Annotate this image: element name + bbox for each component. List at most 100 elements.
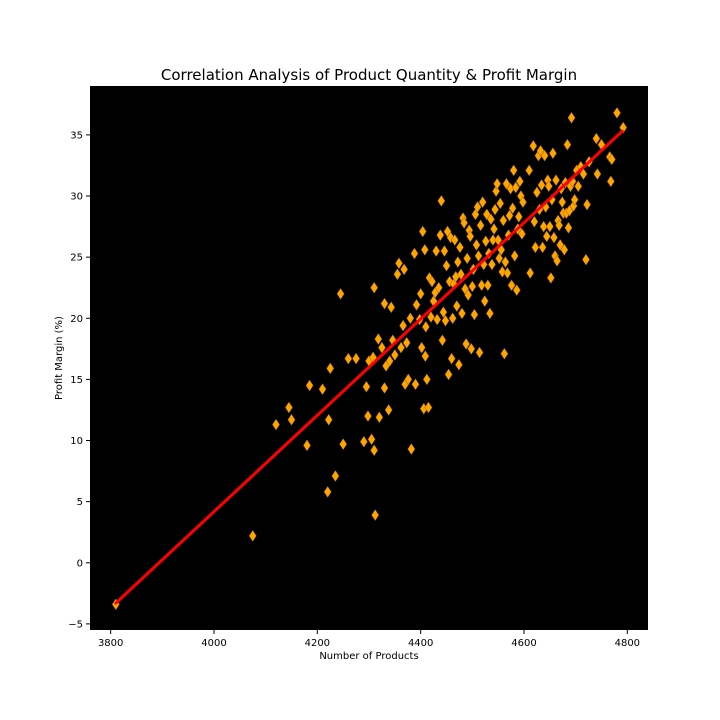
data-point — [519, 196, 527, 209]
data-point — [569, 199, 578, 212]
data-point — [452, 300, 461, 313]
data-point — [491, 203, 499, 216]
data-point — [487, 213, 495, 226]
trendline — [114, 129, 624, 605]
data-point — [450, 234, 459, 246]
y-tick-label: 5 — [77, 497, 83, 508]
data-point — [509, 164, 518, 177]
data-point — [458, 307, 466, 320]
data-point — [384, 403, 393, 416]
data-point — [613, 106, 621, 119]
data-point — [498, 265, 507, 278]
data-point — [553, 254, 561, 267]
data-point — [367, 433, 376, 446]
data-point — [467, 342, 476, 355]
data-point — [432, 245, 441, 257]
data-point — [385, 355, 394, 368]
data-point — [407, 443, 416, 456]
data-point — [512, 284, 521, 297]
data-point — [424, 401, 433, 414]
data-point — [406, 312, 415, 325]
x-tick-label: 3800 — [98, 638, 123, 649]
data-point — [560, 243, 569, 256]
data-point — [542, 230, 551, 243]
data-point — [437, 194, 446, 207]
data-point — [579, 168, 588, 180]
data-point — [556, 238, 565, 251]
data-point — [592, 132, 601, 145]
data-point — [456, 241, 464, 254]
data-point — [549, 147, 557, 160]
data-point — [416, 287, 425, 300]
data-point — [428, 275, 436, 288]
data-point — [475, 346, 484, 359]
data-point — [442, 259, 451, 272]
data-point — [422, 373, 431, 386]
data-point — [486, 307, 494, 320]
y-tick-label: −5 — [68, 619, 83, 630]
data-points — [111, 106, 628, 611]
y-tick-label: 20 — [70, 314, 83, 325]
data-point — [380, 297, 389, 310]
data-point — [303, 439, 311, 452]
data-point — [606, 175, 615, 188]
data-point — [400, 263, 409, 276]
data-point — [412, 298, 421, 311]
data-point — [418, 225, 427, 238]
data-point — [362, 380, 371, 393]
data-point — [546, 271, 555, 284]
data-point — [477, 279, 486, 292]
data-point — [464, 289, 473, 301]
data-point — [318, 383, 327, 396]
data-point — [460, 216, 468, 229]
data-point — [466, 230, 475, 243]
y-tick-label: 30 — [70, 192, 83, 203]
data-point — [433, 313, 442, 326]
data-point — [545, 220, 554, 233]
data-point — [531, 241, 540, 254]
data-point — [483, 279, 492, 292]
x-tick-label: 4400 — [408, 638, 433, 649]
data-point — [564, 221, 573, 234]
data-point — [339, 438, 348, 451]
data-point — [558, 196, 567, 209]
data-point — [567, 111, 576, 124]
data-point — [444, 368, 453, 381]
y-tick-label: 15 — [70, 375, 83, 386]
data-point — [436, 229, 445, 242]
data-point — [489, 234, 497, 246]
x-tick-label: 4800 — [615, 638, 640, 649]
y-axis: −5 0 5 10 15 20 25 30 35 — [68, 130, 90, 630]
data-point — [439, 306, 448, 319]
data-point — [375, 411, 384, 424]
data-point — [481, 235, 490, 248]
data-point — [550, 231, 558, 244]
data-point — [574, 180, 583, 193]
data-point — [510, 249, 519, 262]
data-point — [248, 529, 257, 542]
data-point — [526, 267, 535, 279]
data-point — [496, 197, 505, 210]
data-point — [508, 202, 517, 215]
data-point — [344, 352, 353, 365]
x-axis: 3800 4000 4200 4400 4600 4800 — [98, 630, 640, 649]
data-point — [336, 287, 345, 300]
data-point — [395, 257, 403, 270]
data-point — [582, 253, 590, 266]
data-point — [411, 378, 420, 391]
y-tick-label: 35 — [70, 130, 83, 141]
data-point — [505, 209, 514, 222]
data-point — [420, 243, 429, 256]
data-point — [495, 252, 504, 265]
data-point — [499, 214, 508, 227]
data-point — [374, 333, 383, 346]
data-point — [514, 210, 523, 223]
data-point — [537, 179, 546, 191]
data-point — [440, 245, 449, 257]
data-point — [515, 175, 524, 188]
data-point — [507, 279, 516, 292]
data-point — [445, 275, 454, 288]
x-tick-label: 4600 — [511, 638, 536, 649]
data-point — [518, 227, 526, 240]
data-point — [490, 223, 498, 235]
